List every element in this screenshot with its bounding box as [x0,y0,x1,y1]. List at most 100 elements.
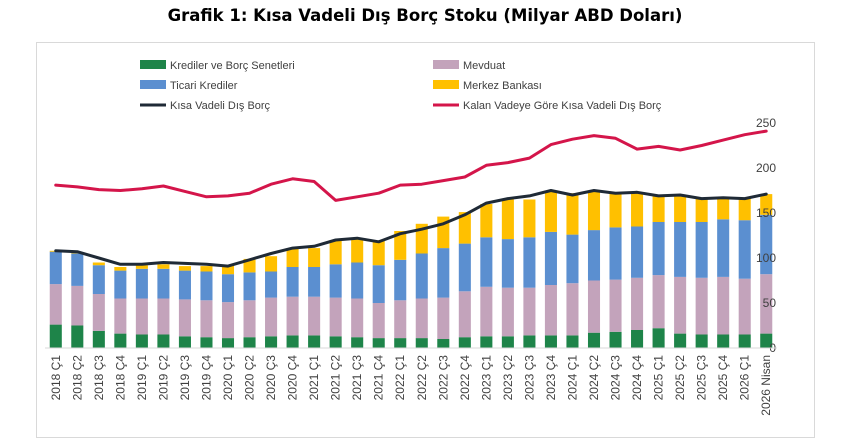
bar-segment [329,240,342,265]
bar-segment [738,198,751,221]
bar-segment [480,237,493,287]
bar-segment [587,332,601,348]
bar-segment [587,190,601,231]
x-tick-label: 2019 Ç1 [135,355,149,401]
x-tick-label: 2022 Ç1 [393,355,407,401]
legend-label: Kalan Vadeye Göre Kısa Vadeli Dış Borç [463,100,662,112]
bar-segment [351,239,364,263]
x-tick-label: 2019 Ç4 [199,355,213,401]
bar-segment [566,234,579,284]
bar-segment [695,222,708,278]
bar-segment [652,195,665,222]
bar-segment [135,298,148,335]
bar-segment [674,276,687,334]
bar-segment [631,193,644,227]
legend-swatch [433,60,459,69]
x-tick-label: 2026 Nisan [759,355,773,416]
bar-segment [480,336,493,348]
bar-segment [458,291,471,338]
bar-segment [372,303,385,339]
bar-segment [135,265,148,269]
x-tick-label: 2023 Ç1 [479,355,493,401]
bar-segment [544,335,557,348]
bar-segment [92,265,105,294]
bar-segment [587,280,601,333]
bar-segment [458,337,471,348]
bar-segment [92,262,105,266]
x-tick-label: 2026 Ç1 [738,355,752,401]
x-tick-label: 2022 Ç2 [415,355,429,401]
bar-segment [49,284,62,325]
bar-segment [71,325,84,348]
bar-segment [243,258,256,273]
bar-segment [437,297,450,339]
x-tick-label: 2021 Ç2 [329,355,343,401]
bar-segment [544,190,557,232]
bar-segment [695,277,708,335]
x-tick-label: 2018 Ç1 [49,355,63,401]
bar-segment [523,287,536,336]
bar-segment [200,337,213,348]
bar-segment [221,302,235,339]
bar-segment [760,274,773,334]
bar-segment [587,230,601,281]
bar-segment [609,331,622,348]
legend-label: Ticari Krediler [170,80,238,92]
bar-segment [308,335,321,348]
x-tick-label: 2023 Ç2 [501,355,515,401]
bar-segment [695,197,708,222]
bar-segment [760,333,773,348]
bar-segment [329,297,342,337]
y-tick-label: 100 [756,251,776,265]
x-tick-label: 2020 Ç1 [221,355,235,401]
bar-segment [351,298,364,338]
bar-segment [437,248,450,298]
bar-segment [92,294,105,331]
chart-title: Grafik 1: Kısa Vadeli Dış Borç Stoku (Mi… [167,6,683,25]
x-axis: 2018 Ç1 2018 Ç2 2018 Ç3 2018 Ç4 2019 Ç1 2019 … [45,347,777,416]
bar-segment [760,214,773,275]
bar-segment [178,336,191,348]
bar-segment [114,333,127,348]
series-line [54,189,768,268]
x-tick-label: 2024 Ç2 [587,355,601,401]
bar-segment [652,222,665,276]
bar-segment [717,198,730,220]
y-tick-label: 200 [756,161,776,175]
bar-segment [631,330,644,348]
bar-segment [437,339,450,348]
bar-segment [49,251,62,285]
bar-segment [71,285,84,326]
x-tick-label: 2020 Ç4 [286,355,300,401]
bar-segment [157,268,170,299]
y-tick-label: 250 [756,116,776,130]
bar-segment [652,328,665,348]
bar-segment [394,259,407,301]
bar-segment [286,296,299,336]
legend-swatch [140,80,166,89]
bar-segment [695,334,708,348]
bar-segment [501,239,514,288]
bar-segment [329,336,342,348]
bar-segment [200,266,213,272]
bar-segment [458,212,471,244]
bar-segment [609,227,622,280]
bar-segment [566,283,579,336]
bar-segment [609,193,622,228]
bar-segment [157,298,170,335]
x-tick-label: 2018 Ç3 [92,355,106,401]
bar-segment [114,270,127,299]
bar-segment [674,222,687,277]
bar-segment [200,271,213,301]
bar-segment [49,324,62,348]
bar-segment [609,279,622,332]
bar-segment [308,296,321,336]
bar-segment [308,248,321,267]
bar-segment [286,249,299,267]
bar-segment [717,334,730,348]
bar-segment [221,265,235,275]
bar-segment [351,262,364,299]
bar-segment [92,330,105,348]
bar-segment [243,272,256,301]
